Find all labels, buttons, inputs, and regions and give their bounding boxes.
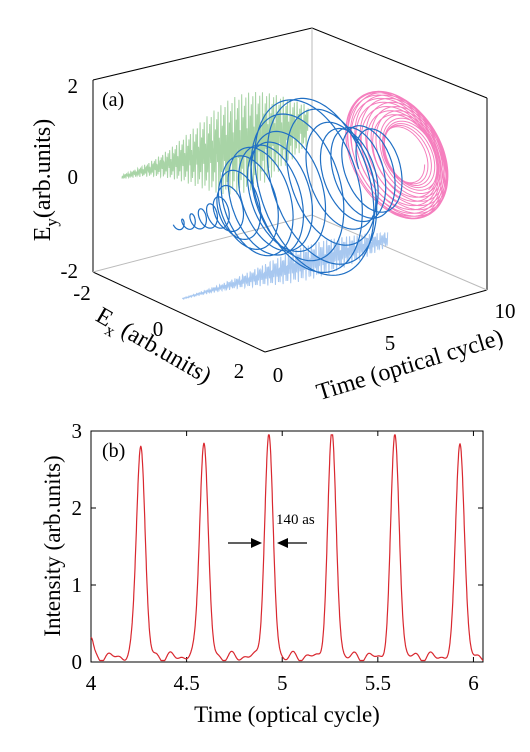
ex-projection-curve: [181, 232, 389, 300]
y-tick-label: 2: [72, 496, 83, 520]
box-edge-back-bottom: [92, 214, 313, 273]
polarization-projection-curve: [345, 90, 449, 220]
ey-label-sub: y: [42, 218, 61, 227]
y-tick-label: 3: [72, 419, 83, 443]
panel-b-curve-group: [90, 434, 484, 662]
ex-label-rest: (arb.units): [111, 314, 215, 389]
y-tick-label: 0: [72, 650, 83, 674]
projection-ex-time: [181, 232, 389, 300]
ey-projection-curve: [121, 91, 309, 195]
ey-tick-label: -2: [61, 259, 79, 283]
ey-tick-label: 2: [68, 74, 79, 98]
x-tick-label: 4: [86, 671, 97, 695]
fwhm-arrow-right-head: [277, 538, 288, 548]
panel-a-label: (a): [102, 89, 124, 111]
panel-b-x-axis-label: Time (optical cycle): [194, 702, 380, 727]
y-tick-label: 1: [72, 573, 83, 597]
ex-tick-label: 2: [234, 359, 245, 383]
projection-ey-time: [121, 91, 309, 195]
box-edge-back-bottom-right: [311, 214, 488, 291]
time-axis-label: Time (optical cycle): [314, 325, 507, 407]
ey-label-main: E: [30, 227, 56, 242]
time-tick-label: 5: [385, 331, 396, 355]
helix-curve: [172, 97, 403, 276]
ex-tick-label: -2: [73, 281, 91, 305]
panel-a-3d-plot: 2 0 -2 Ey(arb.units) -2 0 2 Ex (arb.unit…: [30, 27, 516, 407]
intensity-curve: [90, 434, 484, 662]
ey-label-rest: (arb.units): [30, 119, 56, 218]
projection-polarization: [345, 90, 449, 220]
x-tick-label: 5: [277, 671, 288, 695]
time-axis-ticks: 0 5 10: [273, 299, 516, 387]
panel-b-y-axis-label: Intensity (arb.units): [40, 455, 65, 636]
helix-3d-curve: [172, 97, 403, 276]
ex-tick-label: 0: [153, 317, 164, 341]
ey-tick-label: 0: [68, 165, 79, 189]
box-edge-bottom-front: [92, 271, 266, 353]
ex-axis-ticks: -2 0 2: [73, 281, 244, 383]
ey-axis-ticks: 2 0 -2: [61, 74, 79, 283]
fwhm-label: 140 as: [276, 512, 315, 528]
box-edge-top-right: [311, 27, 488, 99]
fwhm-annotation: 140 as: [228, 512, 315, 548]
panel-a-box: [92, 27, 488, 353]
panel-b-plot: 4 4.5 5 5.5 6 0 1 2 3 (b) 140 as Intensity (arb.…: [40, 419, 484, 727]
box-edge-bottom-right: [264, 289, 488, 353]
box-edge-top-back: [92, 27, 313, 81]
x-tick-label: 4.5: [173, 671, 199, 695]
panel-b-ticks: 4 4.5 5 5.5 6 0 1 2 3: [72, 419, 483, 695]
time-tick-label: 0: [273, 363, 284, 387]
time-tick-label: 10: [495, 299, 516, 323]
panel-b-label: (b): [102, 440, 125, 462]
x-tick-label: 5.5: [365, 671, 391, 695]
ey-axis-label: Ey(arb.units): [30, 119, 61, 241]
panel-b-frame: [90, 430, 484, 663]
svg-text:Ey(arb.units): Ey(arb.units): [30, 119, 61, 241]
x-tick-label: 6: [468, 671, 479, 695]
fwhm-arrow-left-head: [251, 538, 262, 548]
